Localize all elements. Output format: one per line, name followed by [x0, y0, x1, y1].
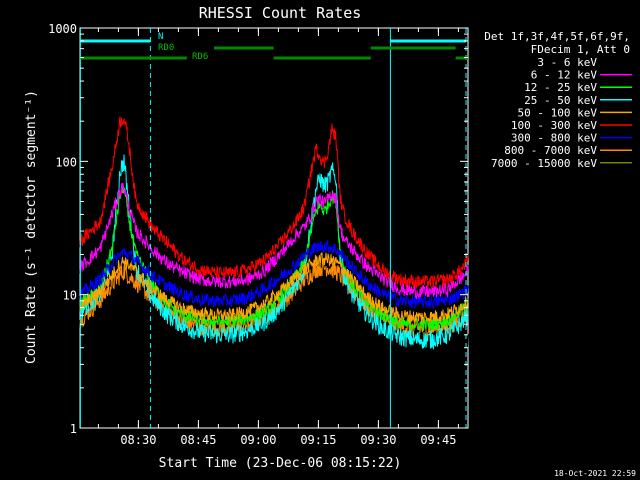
y-tick-label: 1000	[48, 22, 77, 36]
legend-entry-label: 6 - 12 keV	[531, 69, 598, 82]
annotation-label: RD0	[158, 43, 174, 53]
series-line	[79, 252, 469, 324]
y-tick-label: 10	[63, 289, 77, 303]
y-tick-label: 1	[70, 422, 77, 436]
footer-timestamp: 18-Oct-2021 22:59	[554, 469, 636, 478]
x-tick-label: 09:00	[240, 433, 276, 447]
x-tick-label: 09:45	[420, 433, 456, 447]
y-tick-label: 100	[55, 155, 77, 169]
legend-entry-label: 12 - 25 keV	[524, 81, 597, 94]
legend-entry-label: 50 - 100 keV	[518, 106, 598, 119]
chart-title: RHESSI Count Rates	[199, 4, 362, 22]
annotation-label: N	[158, 32, 163, 42]
x-tick-label: 09:15	[300, 433, 336, 447]
x-tick-label: 08:45	[180, 433, 216, 447]
legend: Det 1f,3f,4f,5f,6f,9f,FDecim 1, Att 03 -…	[484, 30, 632, 170]
legend-entry-label: 300 - 800 keV	[511, 132, 597, 145]
series-line	[79, 154, 469, 350]
y-axis: 1 10 100 1000	[48, 22, 468, 436]
x-axis-label: Start Time (23-Dec-06 08:15:22)	[159, 456, 402, 471]
series-line	[79, 240, 469, 310]
legend-entry-label: 25 - 50 keV	[524, 94, 597, 107]
legend-entry-label: 7000 - 15000 keV	[491, 157, 597, 170]
series-layer	[79, 116, 469, 369]
series-line	[79, 116, 469, 290]
vertical-marker-layer	[79, 28, 467, 428]
legend-header: Det 1f,3f,4f,5f,6f,9f,	[484, 30, 630, 43]
state-bar-layer	[80, 39, 468, 60]
y-axis-label: Count Rate (s⁻¹ detector segment⁻¹)	[24, 90, 39, 364]
series-line	[79, 182, 469, 300]
x-axis: 08:30 08:45 09:00 09:15 09:30 09:45	[97, 28, 459, 447]
legend-entry-label: 800 - 7000 keV	[504, 144, 597, 157]
annotation-label: RD6	[192, 52, 208, 62]
legend-entry-label: 100 - 300 keV	[511, 119, 597, 132]
legend-entry-label: 3 - 6 keV	[537, 56, 597, 69]
legend-header: FDecim 1, Att 0	[531, 43, 630, 56]
x-tick-label: 09:30	[360, 433, 396, 447]
x-tick-label: 08:30	[120, 433, 156, 447]
